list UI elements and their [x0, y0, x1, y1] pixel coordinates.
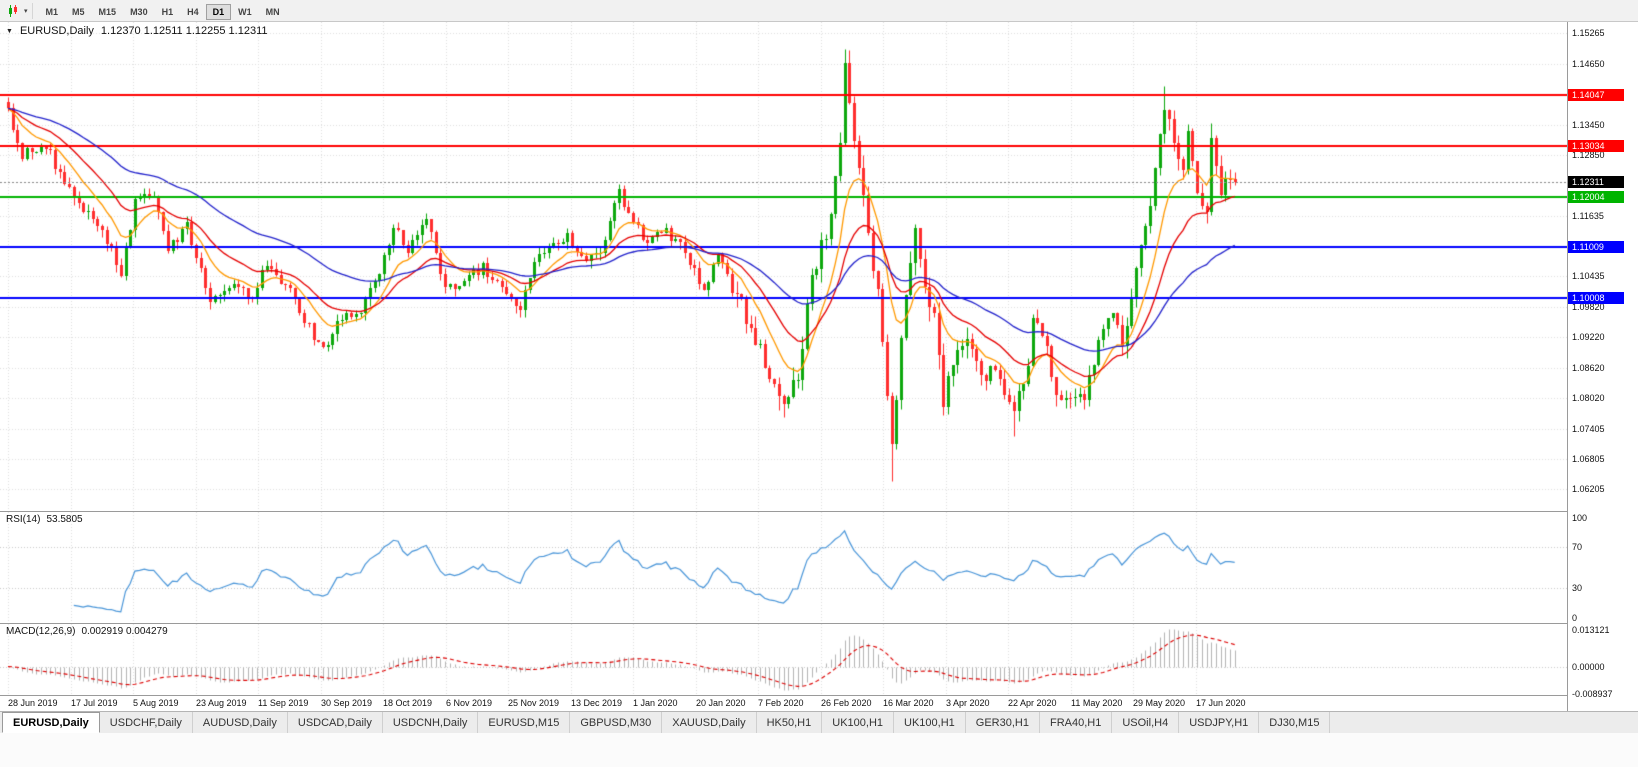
- macd-axis-label: 0.013121: [1572, 625, 1610, 635]
- macd-canvas[interactable]: [0, 624, 1567, 695]
- macd-indicator-panel: MACD(12,26,9) 0.002919 0.004279: [0, 624, 1567, 696]
- timeframe-button-m30[interactable]: M30: [123, 4, 155, 20]
- price-axis: 1.15265 1.14650 1.13450 1.12850 1.11635 1.104…: [1567, 22, 1638, 711]
- price-axis-label: 1.10435: [1572, 271, 1605, 281]
- rsi-label: RSI(14): [6, 514, 41, 525]
- hline-price-label: 1.13034: [1568, 140, 1624, 152]
- timeframe-button-m15[interactable]: M15: [92, 4, 124, 20]
- chart-tab-uk100-h1[interactable]: UK100,H1: [894, 712, 966, 733]
- chart-tab-xauusd-daily[interactable]: XAUUSD,Daily: [662, 712, 757, 733]
- date-label: 5 Aug 2019: [133, 698, 179, 708]
- timeframe-button-d1[interactable]: D1: [205, 3, 232, 20]
- date-label: 29 May 2020: [1133, 698, 1186, 708]
- timeframe-button-m1[interactable]: M1: [39, 4, 66, 20]
- date-label: 7 Feb 2020: [758, 698, 804, 708]
- price-axis-label: 1.15265: [1572, 28, 1605, 38]
- chart-tab-ger30-h1[interactable]: GER30,H1: [965, 712, 1040, 733]
- price-axis-label: 1.06205: [1572, 484, 1605, 494]
- quick-trade-arrow-icon[interactable]: ▼: [6, 27, 13, 35]
- macd-value: 0.002919 0.004279: [81, 626, 168, 637]
- date-label: 20 Jan 2020: [696, 698, 746, 708]
- date-label: 30 Sep 2019: [321, 698, 373, 708]
- date-label: 26 Feb 2020: [821, 698, 872, 708]
- rsi-value: 53.5805: [46, 514, 83, 525]
- chart-area: ▼ EURUSD,Daily 1.12370 1.12511 1.12255 1…: [0, 22, 1638, 711]
- date-label: 18 Oct 2019: [383, 698, 433, 708]
- chart-title: ▼ EURUSD,Daily 1.12370 1.12511 1.12255 1…: [6, 25, 268, 37]
- date-label: 22 Apr 2020: [1008, 698, 1057, 708]
- chart-tab-gbpusd-m30[interactable]: GBPUSD,M30: [570, 712, 663, 733]
- hline-price-label: 1.10008: [1568, 292, 1624, 304]
- price-axis-label: 1.14650: [1572, 59, 1605, 69]
- bottom-filler: [0, 733, 1638, 767]
- macd-axis-label: 0.00000: [1572, 662, 1605, 672]
- rsi-axis-label: 100: [1572, 513, 1588, 523]
- timeframe-buttons: M1 M5 M15 M30 H1 H4 D1 W1 MN: [39, 2, 287, 20]
- chart-tabs-bar: EURUSD,Daily USDCHF,Daily AUDUSD,Daily USDC…: [0, 711, 1638, 733]
- chart-ohlc-values: 1.12370 1.12511 1.12255 1.12311: [100, 25, 268, 37]
- date-label: 11 Sep 2019: [258, 698, 309, 708]
- time-axis: 28 Jun 2019 17 Jul 2019 5 Aug 2019 23 Aug 2…: [0, 696, 1567, 711]
- chart-tab-dj30-m15[interactable]: DJ30,M15: [1259, 712, 1331, 733]
- chart-tab-eurusd-daily[interactable]: EURUSD,Daily: [2, 712, 100, 733]
- price-axis-label: 1.13450: [1572, 120, 1605, 130]
- date-label: 1 Jan 2020: [633, 698, 678, 708]
- price-axis-label: 1.07405: [1572, 424, 1605, 434]
- timeframe-toolbar: ▾ M1 M5 M15 M30 H1 H4 D1 W1 MN: [0, 0, 1638, 22]
- timeframe-button-h4[interactable]: H4: [180, 4, 206, 20]
- rsi-canvas[interactable]: [0, 512, 1567, 623]
- price-axis-label: 1.08020: [1572, 393, 1605, 403]
- date-label: 17 Jun 2020: [1196, 698, 1246, 708]
- chart-tab-hk50-h1[interactable]: HK50,H1: [756, 712, 823, 733]
- chart-tab-uk100-h1[interactable]: UK100,H1: [822, 712, 895, 733]
- rsi-axis-label: 70: [1572, 542, 1583, 552]
- date-label: 23 Aug 2019: [196, 698, 247, 708]
- price-axis-label: 1.09220: [1572, 332, 1605, 342]
- timeframe-button-h1[interactable]: H1: [155, 4, 181, 20]
- chart-tab-audusd-daily[interactable]: AUDUSD,Daily: [192, 712, 288, 733]
- hline-price-label: 1.14047: [1568, 89, 1624, 101]
- candlestick-chart-icon: [9, 4, 17, 17]
- chart-tab-fra40-h1[interactable]: FRA40,H1: [1039, 712, 1113, 733]
- price-axis-label: 1.06805: [1572, 454, 1605, 464]
- price-axis-label: 1.09820: [1572, 302, 1605, 312]
- current-price-label: 1.12311: [1568, 176, 1624, 188]
- date-label: 13 Dec 2019: [571, 698, 623, 708]
- macd-label: MACD(12,26,9): [6, 626, 76, 637]
- rsi-title: RSI(14) 53.5805: [6, 514, 83, 525]
- chart-tab-usdcad-daily[interactable]: USDCAD,Daily: [287, 712, 383, 733]
- price-chart-canvas[interactable]: [0, 22, 1567, 511]
- chart-tab-usdjpy-h1[interactable]: USDJPY,H1: [1179, 712, 1260, 733]
- price-axis-label: 1.12850: [1572, 150, 1605, 160]
- chart-tab-usoil-h4[interactable]: USOil,H4: [1112, 712, 1180, 733]
- rsi-axis-label: 0: [1572, 613, 1578, 623]
- date-label: 3 Apr 2020: [946, 698, 990, 708]
- timeframe-button-w1[interactable]: W1: [231, 4, 259, 20]
- hline-price-label: 1.11009: [1568, 241, 1624, 253]
- date-label: 25 Nov 2019: [508, 698, 560, 708]
- rsi-axis-label: 30: [1572, 583, 1583, 593]
- date-label: 6 Nov 2019: [446, 698, 493, 708]
- price-axis-label: 1.11635: [1572, 211, 1604, 221]
- rsi-indicator-panel: RSI(14) 53.5805: [0, 512, 1567, 624]
- macd-axis-label: -0.008937: [1572, 689, 1613, 699]
- price-chart-panel: ▼ EURUSD,Daily 1.12370 1.12511 1.12255 1…: [0, 22, 1567, 512]
- chart-type-icon[interactable]: ▾: [4, 2, 33, 19]
- date-label: 11 May 2020: [1071, 698, 1123, 708]
- date-label: 28 Jun 2019: [8, 698, 58, 708]
- date-label: 16 Mar 2020: [883, 698, 934, 708]
- hline-price-label: 1.12004: [1568, 191, 1624, 203]
- chart-symbol-label: EURUSD,Daily: [19, 25, 94, 37]
- date-label: 17 Jul 2019: [71, 698, 118, 708]
- chart-plots: ▼ EURUSD,Daily 1.12370 1.12511 1.12255 1…: [0, 22, 1567, 711]
- chart-tab-eurusd-m15[interactable]: EURUSD,M15: [478, 712, 571, 733]
- chevron-down-icon: ▾: [24, 7, 28, 15]
- chart-tab-usdcnh-daily[interactable]: USDCNH,Daily: [382, 712, 479, 733]
- chart-tab-usdchf-daily[interactable]: USDCHF,Daily: [99, 712, 193, 733]
- price-axis-label: 1.08620: [1572, 363, 1605, 373]
- timeframe-button-m5[interactable]: M5: [65, 4, 92, 20]
- macd-title: MACD(12,26,9) 0.002919 0.004279: [6, 626, 168, 637]
- timeframe-button-mn[interactable]: MN: [259, 4, 287, 20]
